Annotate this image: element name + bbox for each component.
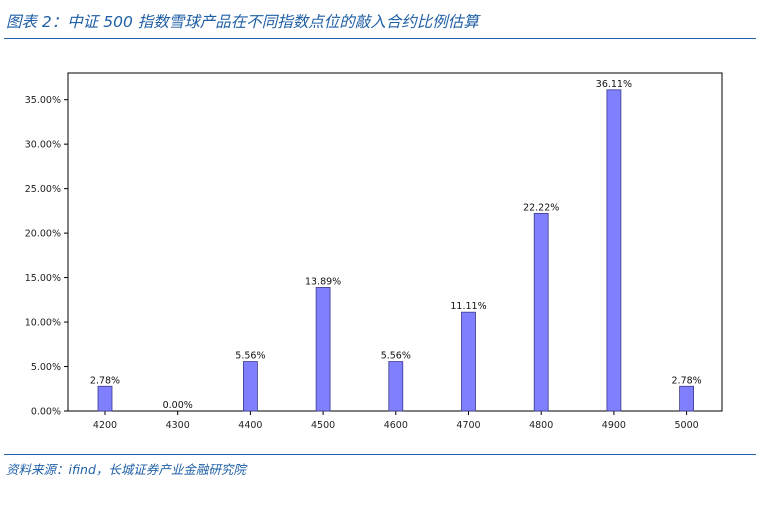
x-axis: 4200 4300 4400 4500 4600 4700 4800 4900 5000 [93, 411, 699, 431]
y-tick-label: 20.00% [25, 229, 61, 240]
bar-data-label: 11.11% [450, 301, 486, 312]
x-tick-label: 4900 [602, 420, 626, 431]
y-tick-label: 30.00% [25, 140, 61, 151]
x-tick-label: 5000 [675, 420, 699, 431]
bar [679, 385, 694, 412]
bar-data-label: 36.11% [596, 79, 632, 90]
bar [97, 385, 113, 412]
y-tick-label: 25.00% [25, 184, 61, 195]
x-tick-label: 4200 [93, 420, 117, 431]
bar-data-label: 22.22% [523, 202, 559, 213]
y-tick-label: 35.00% [25, 95, 61, 106]
y-tick-label: 15.00% [25, 273, 61, 284]
x-tick-label: 4800 [529, 420, 553, 431]
bar-data-label: 0.00% [163, 400, 193, 411]
source-rule [4, 454, 756, 455]
bar-data-label: 5.56% [235, 351, 265, 362]
bar [606, 89, 622, 412]
x-tick-label: 4500 [311, 420, 335, 431]
x-tick-label: 4400 [238, 420, 262, 431]
title-rule [4, 38, 756, 39]
bar [242, 361, 258, 412]
x-tick-label: 4700 [456, 420, 480, 431]
figure-title: 图表 2：中证 500 指数雪球产品在不同指数点位的敲入合约比例估算 [6, 13, 479, 31]
bar-data-label: 2.78% [672, 375, 702, 386]
bar-data-label: 5.56% [381, 351, 411, 362]
bars [97, 89, 694, 412]
bar [315, 287, 331, 412]
source-note: 资料来源：ifind，长城证券产业金融研究院 [6, 462, 246, 477]
y-tick-label: 0.00% [31, 407, 61, 418]
bar [533, 212, 549, 412]
y-tick-label: 10.00% [25, 318, 61, 329]
y-axis: 0.00% 5.00% 10.00% 15.00% 20.00% 25.00% 30.00%… [25, 95, 68, 418]
bar-data-label: 13.89% [305, 276, 341, 287]
bar [388, 361, 404, 412]
y-tick-label: 5.00% [31, 362, 61, 373]
bar [461, 311, 476, 412]
x-tick-label: 4300 [166, 420, 190, 431]
x-tick-label: 4600 [384, 420, 408, 431]
data-labels: 2.78% 0.00% 5.56% 13.89% 5.56% 11.11% 22.22% 36… [90, 79, 702, 411]
bar-data-label: 2.78% [90, 375, 120, 386]
